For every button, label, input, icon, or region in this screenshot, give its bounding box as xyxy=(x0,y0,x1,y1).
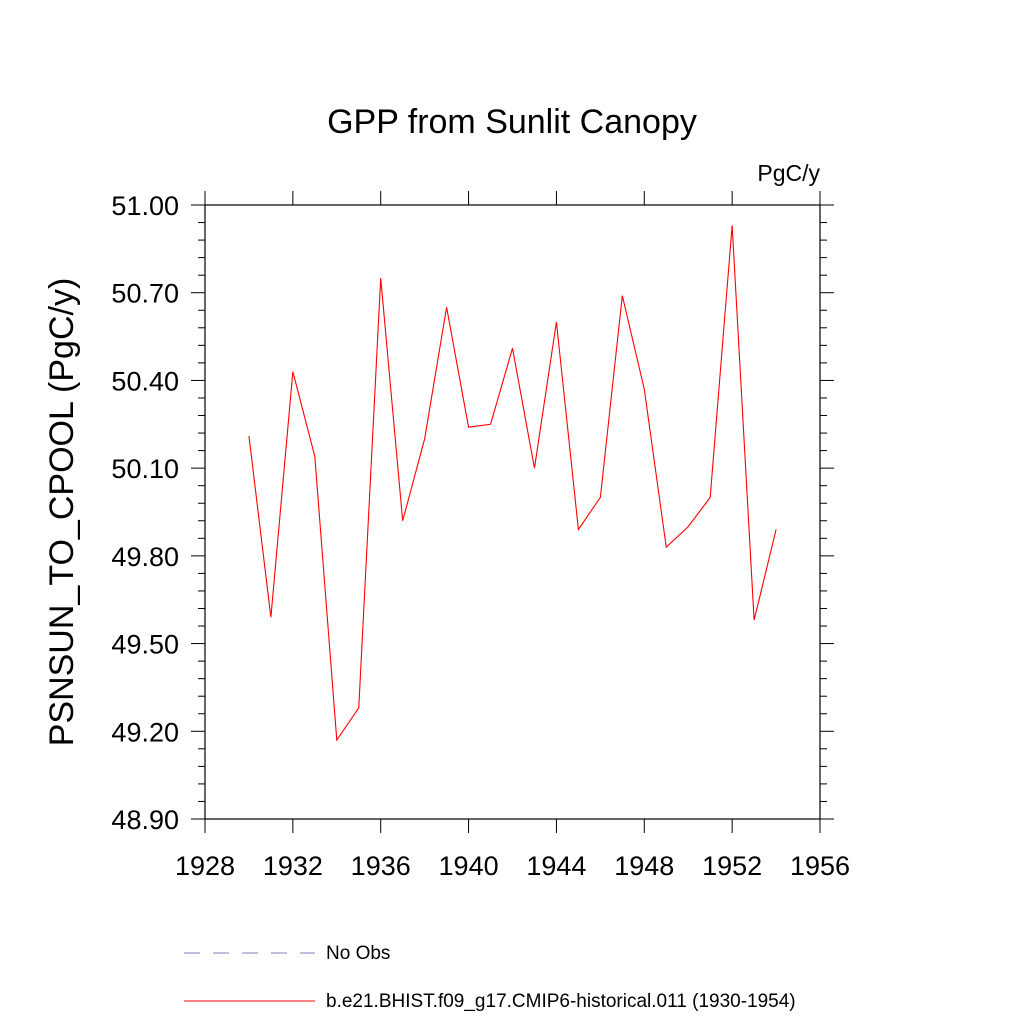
x-tick-label: 1940 xyxy=(439,851,499,881)
y-axis-label: PSNSUN_TO_CPOOL (PgC/y) xyxy=(43,278,81,747)
plot-area: 1928 1932 1936 1940 1944 1948 1952 1956 48.90 49… xyxy=(111,191,850,881)
y-axis-ticks: 48.90 49.20 49.50 49.80 50.10 50.40 50.70 51.00 xyxy=(111,191,834,835)
y-tick-label: 50.40 xyxy=(111,366,179,396)
legend: No Obs b.e21.BHIST.f09_g17.CMIP6-histori… xyxy=(184,943,796,1012)
units-label: PgC/y xyxy=(757,160,820,186)
x-tick-label: 1936 xyxy=(351,851,411,881)
x-tick-label: 1956 xyxy=(790,851,850,881)
x-axis-ticks: 1928 1932 1936 1940 1944 1948 1952 1956 xyxy=(175,191,850,881)
series-lines xyxy=(248,225,777,742)
x-tick-label: 1952 xyxy=(702,851,762,881)
x-tick-label: 1932 xyxy=(263,851,323,881)
y-tick-label: 49.80 xyxy=(111,542,179,572)
plot-frame xyxy=(204,204,821,820)
y-tick-label: 50.70 xyxy=(111,279,179,309)
y-tick-label: 50.10 xyxy=(111,454,179,484)
legend-item-historical: b.e21.BHIST.f09_g17.CMIP6-historical.011… xyxy=(184,991,796,1012)
y-tick-label: 51.00 xyxy=(111,191,179,221)
x-tick-label: 1928 xyxy=(175,851,235,881)
series-line-1 xyxy=(248,225,777,742)
legend-label-historical: b.e21.BHIST.f09_g17.CMIP6-historical.011… xyxy=(326,991,796,1012)
y-tick-label: 49.50 xyxy=(111,630,179,660)
legend-label-no-obs: No Obs xyxy=(326,943,390,964)
chart-title: GPP from Sunlit Canopy xyxy=(327,103,697,141)
x-tick-label: 1944 xyxy=(526,851,586,881)
y-tick-label: 49.20 xyxy=(111,717,179,747)
y-tick-label: 48.90 xyxy=(111,805,179,835)
x-tick-label: 1948 xyxy=(614,851,674,881)
legend-item-no-obs: No Obs xyxy=(184,943,390,964)
